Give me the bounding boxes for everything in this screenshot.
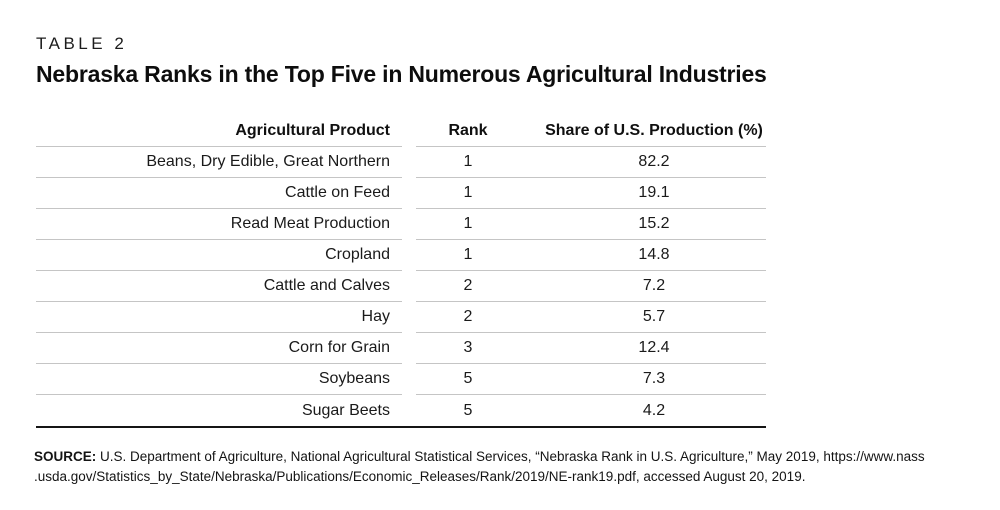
table-row: Cattle and Calves 2 7.2 (36, 271, 766, 302)
rank-share-group: 2 7.2 (416, 271, 766, 302)
table-row: Corn for Grain 3 12.4 (36, 333, 766, 364)
header-rank-share-group: Rank Share of U.S. Production (%) (416, 116, 766, 147)
rank-cell: 2 (463, 308, 473, 325)
column-gap (402, 116, 416, 147)
source-label: SOURCE: (34, 449, 97, 464)
column-gap (402, 271, 416, 302)
product-cell: Corn for Grain (36, 333, 402, 364)
table-row: Hay 2 5.7 (36, 302, 766, 333)
product-cell: Hay (36, 302, 402, 333)
table-header-row: Agricultural Product Rank Share of U.S. … (36, 116, 766, 147)
column-header-share: Share of U.S. Production (%) (545, 122, 763, 139)
rank-share-group: 1 15.2 (416, 209, 766, 240)
rank-share-group: 3 12.4 (416, 333, 766, 364)
table-row: Cropland 1 14.8 (36, 240, 766, 271)
product-cell: Sugar Beets (301, 401, 390, 419)
source-note: SOURCE: U.S. Department of Agriculture, … (34, 447, 970, 487)
source-text-line1: U.S. Department of Agriculture, National… (100, 449, 925, 464)
product-cell: Soybeans (36, 364, 402, 395)
column-header-rank: Rank (448, 122, 488, 139)
rank-share-group: 2 5.7 (416, 302, 766, 333)
share-cell: 15.2 (638, 215, 670, 232)
share-cell: 4.2 (642, 401, 666, 419)
table-row: Beans, Dry Edible, Great Northern 1 82.2 (36, 147, 766, 178)
column-gap (402, 333, 416, 364)
rank-share-group: 5 4.2 (416, 395, 766, 426)
share-cell: 12.4 (638, 339, 670, 356)
rank-cell: 5 (463, 370, 473, 387)
rank-share-group: 5 7.3 (416, 364, 766, 395)
product-cell: Cattle on Feed (36, 178, 402, 209)
rank-cell: 1 (463, 246, 473, 263)
share-cell: 7.3 (642, 370, 666, 387)
page-title: Nebraska Ranks in the Top Five in Numero… (36, 61, 767, 87)
rank-cell: 1 (463, 153, 473, 170)
share-cell: 5.7 (642, 308, 666, 325)
share-cell: 82.2 (638, 153, 670, 170)
rank-cell: 3 (463, 339, 473, 356)
column-gap (402, 395, 416, 426)
rank-cell: 1 (463, 184, 473, 201)
column-header-agricultural-product: Agricultural Product (36, 116, 402, 147)
product-cell: Read Meat Production (36, 209, 402, 240)
table-row: Sugar Beets 5 4.2 (36, 395, 766, 426)
column-gap (402, 240, 416, 271)
column-gap (402, 302, 416, 333)
source-text-line2: .usda.gov/Statistics_by_State/Nebraska/P… (34, 469, 806, 484)
document-page: TABLE 2 Nebraska Ranks in the Top Five i… (34, 34, 970, 487)
rank-cell: 5 (463, 401, 473, 419)
column-gap (402, 209, 416, 240)
table-label: TABLE 2 (36, 34, 128, 53)
table-row: Soybeans 5 7.3 (36, 364, 766, 395)
share-cell: 14.8 (638, 246, 670, 263)
column-gap (402, 178, 416, 209)
product-cell: Cropland (36, 240, 402, 271)
table-row: Cattle on Feed 1 19.1 (36, 178, 766, 209)
share-cell: 7.2 (642, 277, 666, 294)
rank-cell: 2 (463, 277, 473, 294)
rank-cell: 1 (463, 215, 473, 232)
share-cell: 19.1 (638, 184, 670, 201)
product-cell: Cattle and Calves (36, 271, 402, 302)
agricultural-rank-table: Agricultural Product Rank Share of U.S. … (36, 116, 766, 428)
column-gap (402, 147, 416, 178)
product-cell: Beans, Dry Edible, Great Northern (36, 147, 402, 178)
rank-share-group: 1 14.8 (416, 240, 766, 271)
column-gap (402, 364, 416, 395)
rank-share-group: 1 82.2 (416, 147, 766, 178)
rank-share-group: 1 19.1 (416, 178, 766, 209)
table-row: Read Meat Production 1 15.2 (36, 209, 766, 240)
